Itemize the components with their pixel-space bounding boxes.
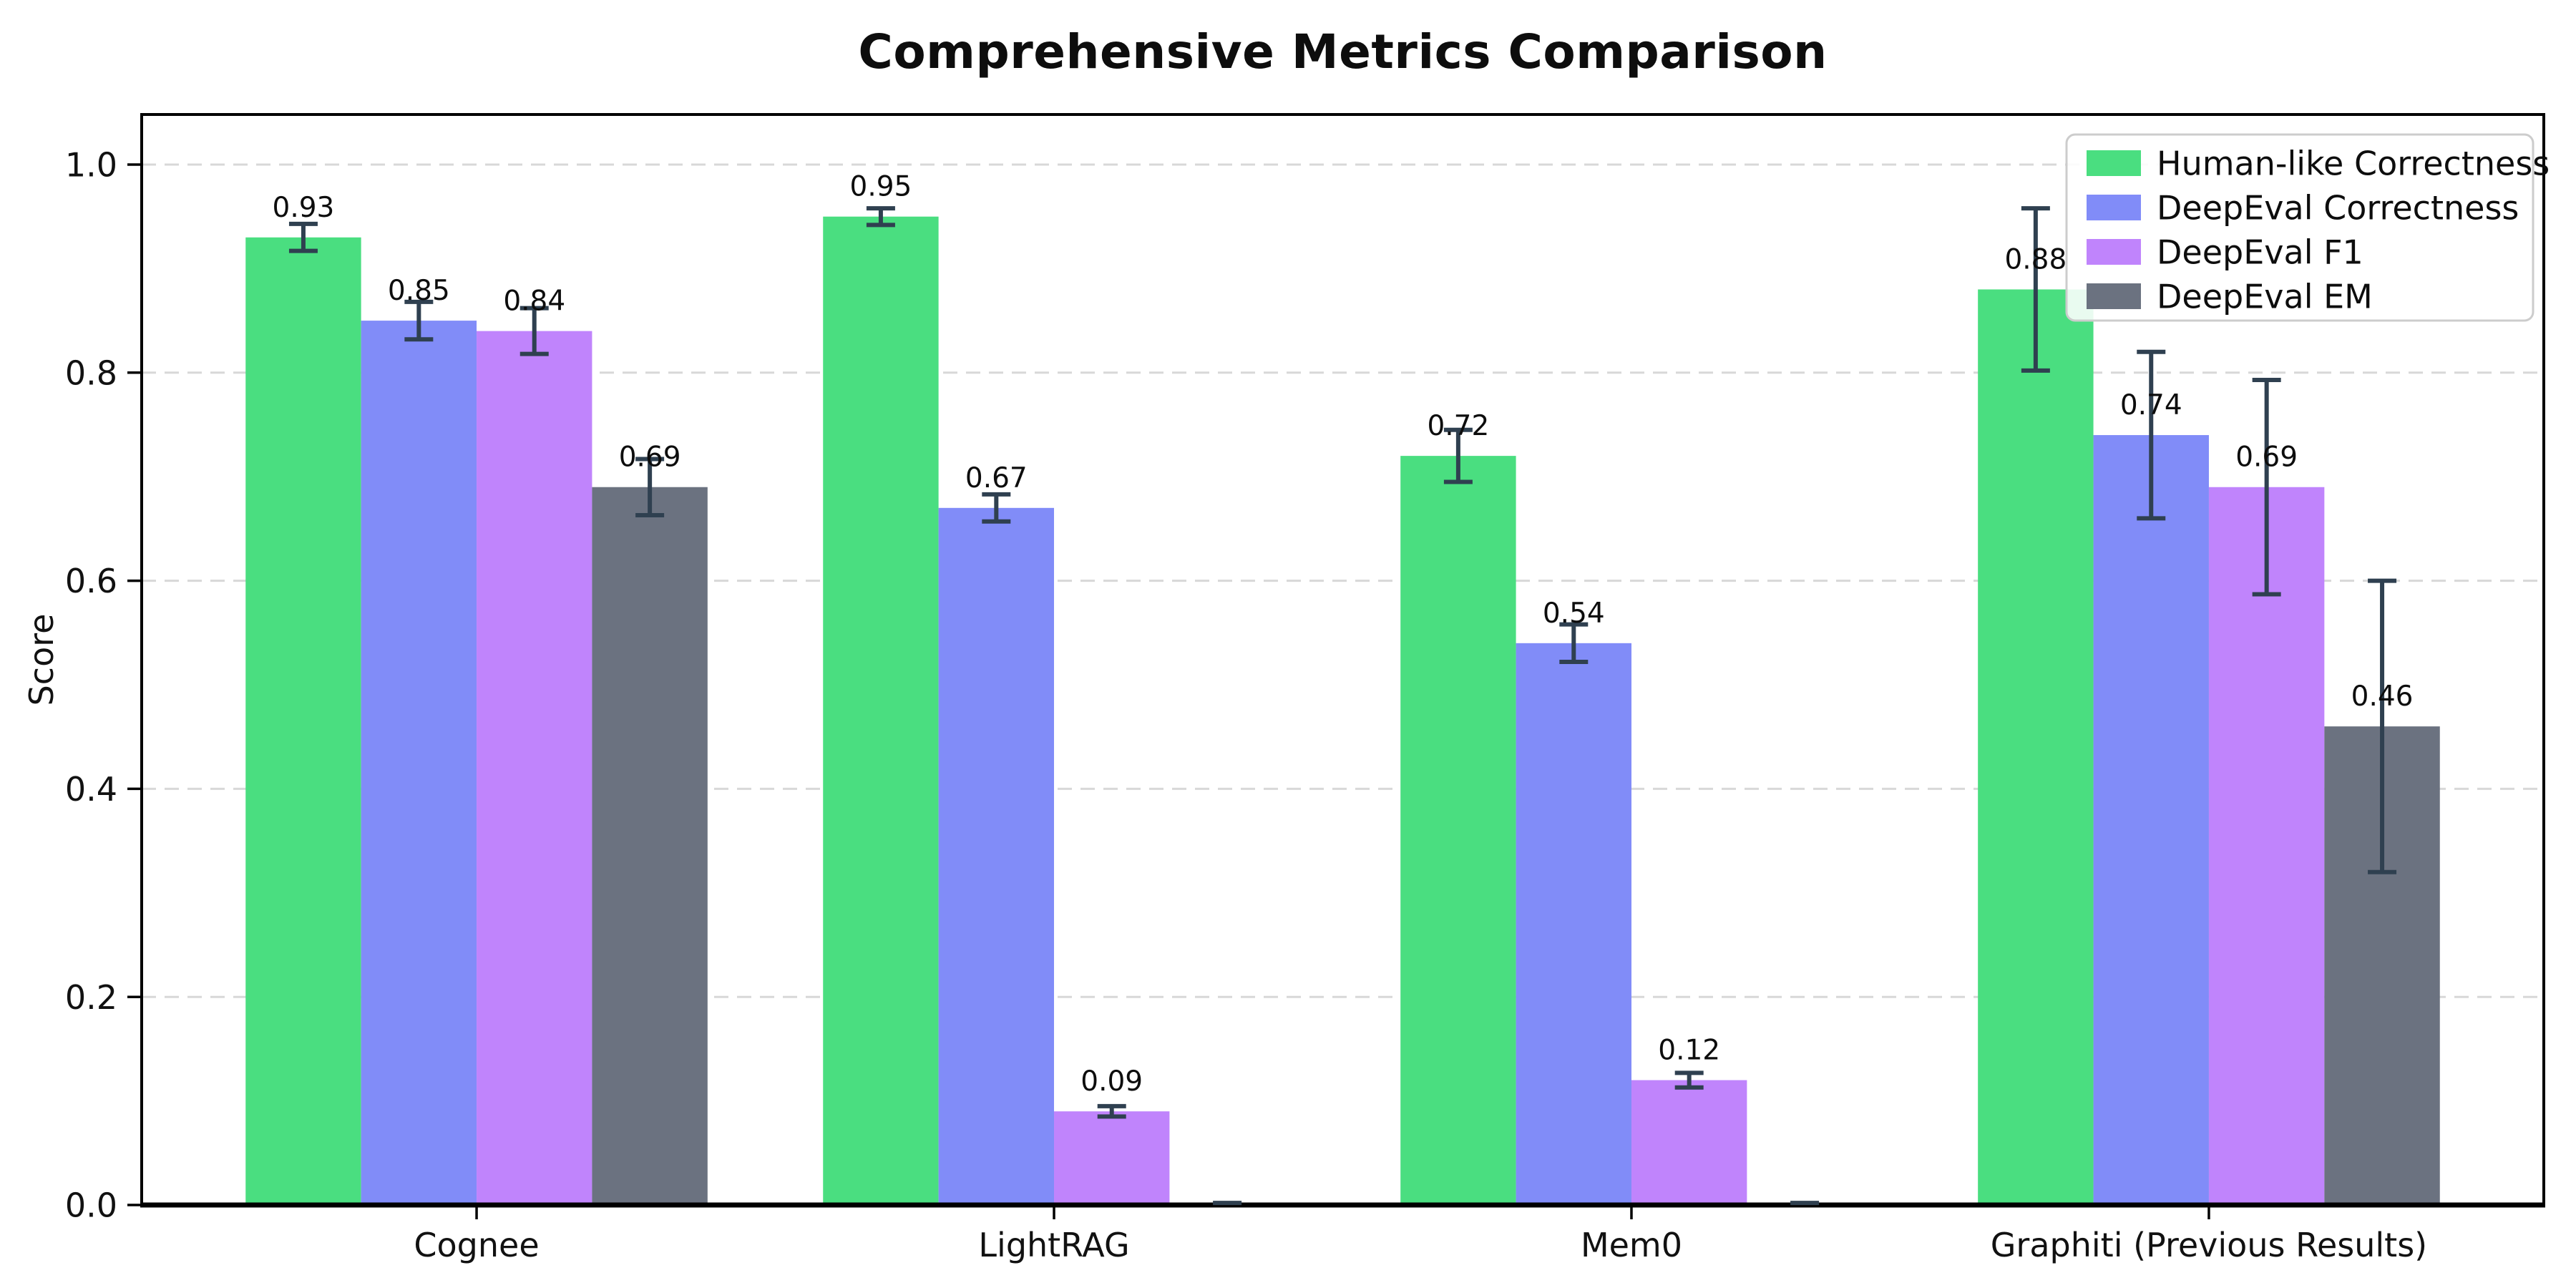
bar-value-label: 0.85: [388, 275, 450, 307]
bar-value-label: 0.12: [1658, 1035, 1720, 1067]
bar-deepeval-correctness-lightrag: [938, 507, 1055, 1205]
legend-label: DeepEval EM: [2157, 278, 2373, 316]
bar-deepeval-correctness-cognee: [361, 321, 477, 1206]
bar-value-label: 0.09: [1080, 1065, 1143, 1098]
bar-value-label: 0.72: [1427, 410, 1489, 442]
bar-deepeval-f1-lightrag: [1054, 1111, 1170, 1205]
bar-human-like-correctness-lightrag: [823, 216, 939, 1206]
legend-swatch: [2087, 195, 2141, 220]
bar-value-label: 0.67: [965, 462, 1028, 494]
bar-deepeval-correctness-graphiti-previous-results-: [2093, 435, 2209, 1205]
y-tick-label: 0.0: [65, 1186, 117, 1225]
legend-label: DeepEval Correctness: [2157, 189, 2519, 228]
bar-deepeval-correctness-mem0: [1516, 643, 1631, 1205]
legend-swatch: [2087, 283, 2141, 309]
bar-deepeval-f1-mem0: [1631, 1080, 1747, 1205]
bar-human-like-correctness-cognee: [245, 237, 361, 1205]
x-tick-label: Cognee: [414, 1226, 539, 1264]
bar-deepeval-f1-cognee: [477, 331, 592, 1205]
y-tick-label: 1.0: [65, 146, 117, 185]
bar-value-label: 0.46: [2351, 680, 2414, 713]
bar-human-like-correctness-mem0: [1400, 456, 1516, 1205]
x-tick-label: Mem0: [1581, 1226, 1682, 1264]
legend-label: Human-like Correctness: [2157, 145, 2550, 183]
bar-human-like-correctness-graphiti-previous-results-: [1978, 289, 2094, 1206]
bar-value-label: 0.88: [2004, 243, 2067, 275]
bar-value-label: 0.69: [619, 441, 681, 474]
y-tick-label: 0.4: [65, 770, 117, 809]
bar-deepeval-em-cognee: [592, 487, 708, 1205]
bar-deepeval-f1-graphiti-previous-results-: [2208, 487, 2325, 1205]
y-tick-label: 0.8: [65, 353, 117, 392]
bar-value-label: 0.74: [2120, 389, 2182, 421]
x-tick-label: LightRAG: [978, 1226, 1129, 1264]
bar-value-label: 0.84: [503, 286, 565, 318]
y-tick-label: 0.6: [65, 562, 117, 600]
y-tick-label: 0.2: [65, 978, 117, 1017]
legend-swatch: [2087, 150, 2141, 176]
bar-value-label: 0.54: [1543, 597, 1605, 630]
chart-title: Comprehensive Metrics Comparison: [858, 24, 1828, 79]
legend-box: [2065, 133, 2534, 322]
legend-label: DeepEval F1: [2157, 233, 2363, 272]
x-tick-label: Graphiti (Previous Results): [1991, 1226, 2427, 1264]
bar-value-label: 0.93: [273, 192, 335, 224]
bar-value-label: 0.69: [2235, 441, 2298, 474]
bar-value-label: 0.95: [850, 171, 912, 203]
legend-swatch: [2087, 239, 2141, 265]
